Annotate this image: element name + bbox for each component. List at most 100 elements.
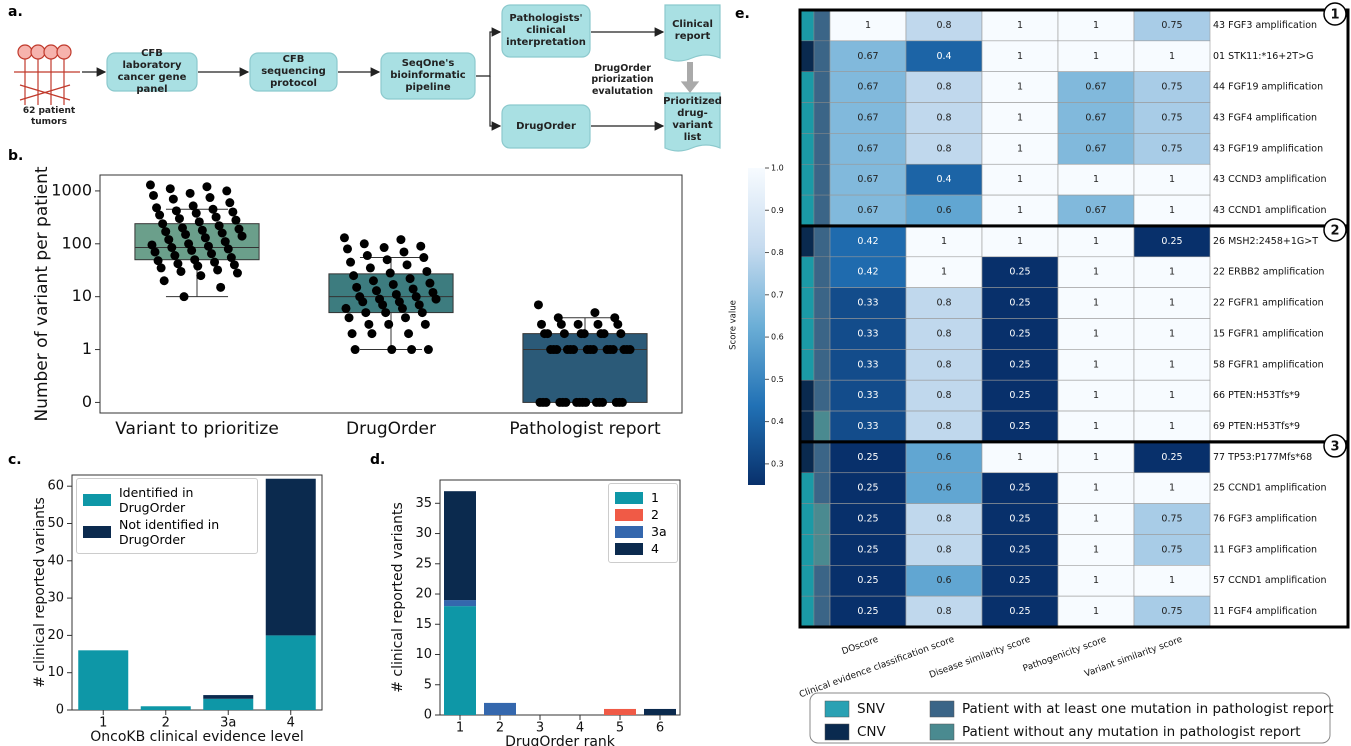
source-label: 62 patient tumors xyxy=(22,106,76,127)
y-tick-label: 5 xyxy=(424,677,432,692)
cell-label: 1 xyxy=(1093,359,1099,370)
cell-label: 0.33 xyxy=(857,390,878,401)
data-point xyxy=(368,276,378,286)
row-label: 22 FGFR1 amplification xyxy=(1213,298,1324,309)
cell-label: 0.8 xyxy=(936,390,951,401)
heatmap-cell xyxy=(829,503,907,535)
patient-cell xyxy=(813,349,831,381)
heatmap-cell xyxy=(1133,534,1211,566)
colorbar-tick-label: 0.3 xyxy=(771,459,784,468)
cell-label: 0.25 xyxy=(1009,267,1030,278)
heatmap-cell xyxy=(905,503,983,535)
patient-cell xyxy=(813,256,831,288)
heatmap-cell xyxy=(1133,441,1211,474)
patient-cell xyxy=(813,503,831,535)
box xyxy=(522,333,648,403)
row-label: 43 FGF19 amplification xyxy=(1213,143,1323,154)
legend-swatch xyxy=(83,526,111,538)
heatmap-cell xyxy=(981,194,1059,227)
cell-label: 1 xyxy=(1017,112,1023,123)
data-point xyxy=(176,266,186,276)
data-point xyxy=(196,271,206,281)
data-point xyxy=(159,276,169,286)
x-tick-label: Pathologist report xyxy=(509,419,661,439)
row-label: 44 FGF19 amplification xyxy=(1213,82,1323,93)
x-axis-label: OncoKB clinical evidence level xyxy=(90,729,303,745)
data-point xyxy=(203,241,213,251)
cell-label: 1 xyxy=(1093,575,1099,586)
group-badge xyxy=(1323,218,1347,242)
data-point xyxy=(171,206,181,216)
data-point xyxy=(391,289,401,299)
data-point xyxy=(590,308,600,318)
axes-frame xyxy=(439,479,681,716)
heatmap-cell xyxy=(1133,287,1211,319)
legend-label: Patient without any mutation in patholog… xyxy=(962,724,1301,740)
axes-frame xyxy=(71,474,323,711)
cell-label: 1 xyxy=(1093,267,1099,278)
heatmap-cell xyxy=(829,379,907,412)
bar-segment xyxy=(203,695,254,699)
data-point xyxy=(384,319,394,329)
heatmap-cell xyxy=(1057,102,1135,134)
cell-label: 0.33 xyxy=(857,298,878,309)
heatmap-cell xyxy=(905,9,983,42)
legend-entry: Identified in DrugOrder xyxy=(83,485,251,515)
heatmap-cell xyxy=(1133,9,1211,42)
variant-type-cell xyxy=(799,287,815,319)
data-point xyxy=(367,329,377,339)
cell-label: 1 xyxy=(1093,328,1099,339)
heatmap-cell xyxy=(1057,9,1135,42)
cell-label: 1 xyxy=(1169,390,1175,401)
bar-segment xyxy=(444,600,476,607)
cell-label: 0.67 xyxy=(1085,112,1106,123)
colorbar-tick-label: 0.5 xyxy=(771,375,784,384)
heatmap-cell xyxy=(1057,194,1135,227)
heatmap-cell xyxy=(981,163,1059,196)
cell-label: 1 xyxy=(1169,328,1175,339)
data-point xyxy=(229,260,239,270)
data-point xyxy=(349,271,359,281)
heatmap-cell xyxy=(1133,102,1211,134)
legend-swatch xyxy=(615,525,643,538)
x-tick-label: 3 xyxy=(536,721,544,736)
y-tick-label: 0 xyxy=(56,703,64,718)
data-point xyxy=(158,219,168,229)
data-point xyxy=(226,253,236,263)
y-tick-label: 10 xyxy=(72,286,92,305)
heatmap-cell xyxy=(981,595,1059,628)
patient-cell xyxy=(813,194,831,227)
row-label: 76 FGF3 amplification xyxy=(1213,514,1317,525)
data-point xyxy=(150,247,160,257)
cell-label: 0.67 xyxy=(1085,143,1106,154)
heatmap-cell xyxy=(829,225,907,258)
data-point xyxy=(559,329,569,339)
colorbar-tick-label: 0.9 xyxy=(771,206,784,215)
cell-label: 0.8 xyxy=(936,421,951,432)
cell-label: 0.4 xyxy=(936,174,951,185)
data-point xyxy=(422,266,432,276)
heatmap-cell xyxy=(1057,472,1135,504)
y-tick-label: 10 xyxy=(47,665,64,680)
y-axis-label: # clinical reported variants xyxy=(390,502,406,693)
cell-label: 0.67 xyxy=(1085,205,1106,216)
heatmap-cell xyxy=(1057,349,1135,381)
data-point xyxy=(405,274,415,284)
legend-entry: 2 xyxy=(615,507,671,522)
cell-label: 0.25 xyxy=(1009,575,1030,586)
heatmap-cell xyxy=(981,318,1059,350)
heatmap-cell xyxy=(829,441,907,474)
cell-label: 1 xyxy=(1093,51,1099,62)
heatmap-cell xyxy=(905,318,983,350)
cell-label: 0.25 xyxy=(857,514,878,525)
heatmap-cell xyxy=(981,410,1059,443)
data-point xyxy=(556,319,566,329)
cell-label: 0.8 xyxy=(936,82,951,93)
heatmap-cell xyxy=(1057,71,1135,103)
cell-label: 0.6 xyxy=(936,483,951,494)
row-label: 43 CCND3 amplification xyxy=(1213,174,1326,185)
legend-entry: Not identified in DrugOrder xyxy=(83,517,251,547)
data-point xyxy=(145,180,155,190)
data-point xyxy=(407,345,417,355)
